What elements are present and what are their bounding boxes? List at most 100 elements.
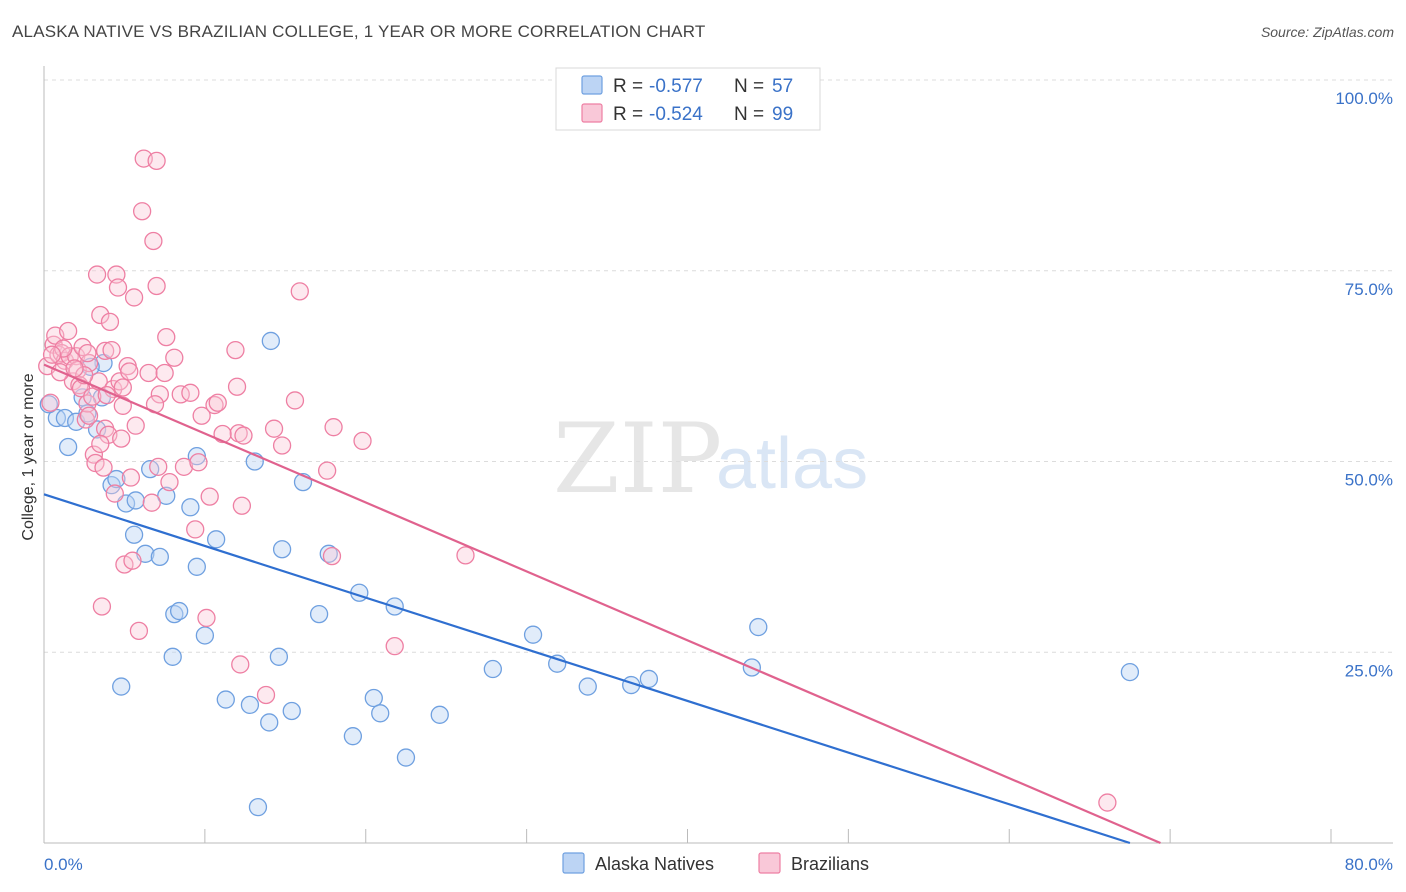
trend-lines (43, 363, 1161, 845)
alaska-point-2 (58, 437, 78, 457)
legend-swatch-alaska (562, 852, 585, 874)
x-tick-label-min: 0.0% (44, 855, 83, 874)
brazilian-point-18 (83, 387, 102, 406)
y-tick-label-50: 50.0% (1345, 471, 1393, 490)
watermark-zip: ZIP (553, 403, 722, 515)
alaska-point-45 (430, 705, 449, 724)
stats-r-value-brazilians: -0.524 (649, 104, 703, 125)
alaska-point-22 (181, 498, 200, 517)
brazilian-point-49 (144, 231, 163, 251)
brazilian-point-13 (73, 337, 92, 357)
brazilian-point-45 (132, 202, 152, 221)
axes (43, 66, 1393, 844)
brazilian-point-54 (155, 363, 174, 383)
brazilian-point-57 (165, 348, 184, 367)
brazilian-point-44 (129, 621, 149, 641)
brazilian-point-62 (192, 406, 211, 425)
y-tick-label-100: 100.0% (1335, 89, 1393, 108)
data-points (38, 149, 1140, 817)
brazilian-point-59 (174, 457, 194, 476)
brazilian-point-66 (208, 393, 227, 412)
brazilian-point-97 (78, 344, 97, 363)
brazilian-point-53 (150, 385, 169, 404)
stats-swatch-brazilians (581, 103, 603, 123)
stats-n-value-brazilians: 99 (772, 104, 793, 125)
brazilian-point-40 (121, 468, 141, 487)
alaska-point-10 (107, 469, 126, 489)
brazilian-point-52 (149, 457, 168, 476)
alaska-point-38 (319, 544, 338, 563)
brazilian-point-48 (142, 493, 161, 512)
brazilian-point-98 (231, 655, 250, 674)
brazilian-point-64 (200, 487, 219, 506)
alaska-point-34 (272, 540, 292, 559)
brazilian-point-36 (112, 429, 131, 448)
brazilian-point-90 (189, 453, 208, 472)
y-tick-label-25: 25.0% (1345, 661, 1393, 680)
alaska-point-33 (269, 647, 289, 666)
alaska-point-42 (371, 704, 390, 723)
alaska-point-21 (163, 647, 182, 666)
stats-box: R = -0.577 N = 57 R = -0.524 N = 99 (555, 67, 821, 131)
alaska-trend-line (43, 493, 1131, 845)
brazilian-point-72 (264, 419, 284, 438)
alaska-point-26 (195, 626, 215, 645)
brazilian-point-17 (79, 406, 99, 425)
brazilian-point-81 (456, 546, 475, 565)
brazilian-point-41 (123, 551, 142, 570)
alaska-point-37 (309, 604, 329, 624)
alaska-point-19 (165, 604, 184, 624)
brazilian-point-29 (100, 312, 120, 332)
source-label: Source: ZipAtlas.com (1260, 24, 1394, 40)
x-tick-label-max: 80.0% (1345, 855, 1393, 874)
alaska-point-14 (126, 491, 145, 510)
alaska-point-27 (216, 690, 235, 709)
brazilian-point-24 (92, 597, 112, 616)
brazilian-point-71 (256, 685, 276, 705)
brazilian-point-55 (157, 327, 176, 347)
brazilian-point-70 (232, 496, 252, 515)
alaska-point-47 (523, 625, 543, 644)
y-tick-label-75: 75.0% (1345, 280, 1393, 299)
brazilian-point-76 (322, 546, 342, 566)
alaska-point-13 (124, 525, 144, 544)
alaska-point-51 (639, 669, 659, 689)
brazilian-point-61 (186, 520, 205, 539)
legend: Alaska Natives Brazilians (562, 852, 869, 874)
brazilian-point-25 (94, 458, 113, 477)
brazilian-point-73 (272, 436, 292, 455)
brazilian-point-84 (54, 339, 73, 358)
brazilian-point-42 (124, 288, 144, 307)
y-axis-label: College, 1 year or more (20, 373, 37, 540)
stats-r-value-alaska: -0.577 (649, 76, 703, 97)
alaska-point-41 (364, 688, 383, 708)
brazilian-point-63 (197, 608, 216, 628)
alaska-point-24 (187, 447, 206, 466)
stats-r-label-alaska: R = (613, 76, 643, 97)
alaska-point-39 (343, 727, 363, 746)
brazilian-point-60 (181, 383, 200, 402)
brazilian-point-21 (87, 265, 107, 284)
brazilian-point-80 (385, 636, 404, 656)
alaska-point-49 (578, 677, 597, 696)
alaska-point-53 (749, 617, 768, 637)
brazilian-point-75 (290, 282, 309, 301)
brazilian-point-56 (160, 472, 179, 492)
brazilian-point-93 (41, 393, 60, 412)
chart-title: ALASKA NATIVE VS BRAZILIAN COLLEGE, 1 YE… (12, 22, 706, 41)
alaska-point-46 (483, 659, 502, 679)
alaska-point-32 (261, 331, 280, 351)
alaska-point-1 (55, 408, 75, 428)
alaska-point-30 (248, 797, 268, 817)
gridlines (44, 79, 1392, 653)
legend-swatch-brazilians (758, 852, 781, 874)
brazilian-point-79 (353, 431, 372, 451)
alaska-point-23 (187, 557, 206, 576)
brazilian-point-26 (95, 341, 115, 361)
alaska-point-44 (396, 748, 416, 767)
alaska-point-11 (112, 677, 131, 696)
brazilian-point-37 (113, 378, 132, 397)
brazilian-point-77 (317, 461, 337, 480)
brazilian-point-67 (226, 340, 245, 360)
